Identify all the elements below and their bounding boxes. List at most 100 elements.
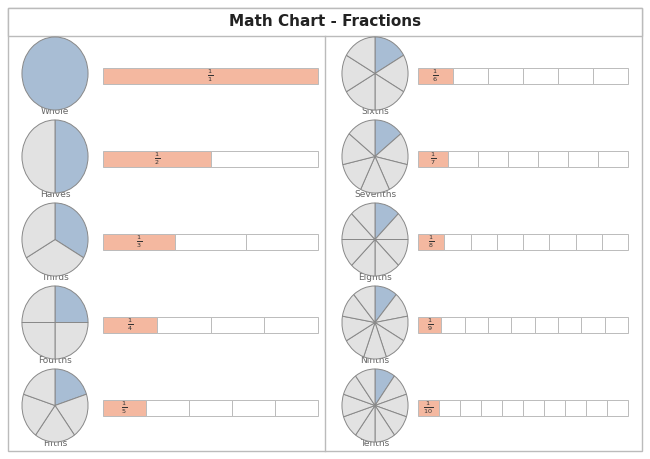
Bar [581,317,604,332]
Wedge shape [343,295,375,323]
Wedge shape [375,323,404,357]
Text: $\frac{1}{3}$: $\frac{1}{3}$ [136,233,142,250]
Wedge shape [342,240,375,265]
Wedge shape [346,323,375,357]
Bar [568,151,598,167]
Bar [232,399,275,415]
Wedge shape [342,394,375,417]
Bar [602,234,628,250]
Bar [246,234,318,250]
Bar [497,234,523,250]
Bar [523,234,549,250]
Bar [453,67,488,84]
Wedge shape [27,240,84,276]
Wedge shape [342,55,375,92]
Text: Sixths: Sixths [361,107,389,116]
Text: Math Chart - Fractions: Math Chart - Fractions [229,15,421,29]
Bar [586,399,607,415]
Wedge shape [375,394,408,417]
Wedge shape [352,203,375,240]
Bar [103,151,211,167]
Wedge shape [342,134,375,165]
Wedge shape [375,405,406,435]
Bar [157,317,211,332]
Bar [593,67,628,84]
Bar [575,234,602,250]
Text: $\frac{1}{2}$: $\frac{1}{2}$ [154,150,160,167]
Bar [189,399,232,415]
Bar [535,317,558,332]
Wedge shape [375,37,404,73]
Wedge shape [346,73,375,110]
Bar [512,317,535,332]
Text: Fifths: Fifths [43,439,67,448]
Bar [523,399,544,415]
Text: $\frac{1}{4}$: $\frac{1}{4}$ [127,316,133,333]
Bar [544,399,565,415]
Bar [418,67,453,84]
Text: Ninths: Ninths [361,356,389,365]
Wedge shape [375,120,401,157]
Wedge shape [22,203,55,258]
Wedge shape [375,295,408,323]
Text: Whole: Whole [41,107,69,116]
Wedge shape [55,394,88,435]
Wedge shape [55,369,86,405]
Wedge shape [344,376,375,405]
Text: Tenths: Tenths [360,439,389,448]
Bar [481,399,502,415]
Wedge shape [344,405,375,435]
Wedge shape [346,37,375,73]
Bar [175,234,246,250]
Wedge shape [375,157,407,190]
Wedge shape [361,157,389,193]
Bar [418,399,439,415]
Bar [488,317,512,332]
Text: $\frac{1}{8}$: $\frac{1}{8}$ [428,233,434,250]
Wedge shape [375,405,395,442]
Wedge shape [55,323,88,359]
Text: $\frac{1}{7}$: $\frac{1}{7}$ [430,150,436,167]
Wedge shape [375,369,395,405]
Wedge shape [375,376,406,405]
Wedge shape [375,240,408,265]
Bar [439,399,460,415]
Bar [538,151,568,167]
Bar [441,317,465,332]
Wedge shape [22,37,88,110]
Bar [448,151,478,167]
Text: $\frac{1}{10}$: $\frac{1}{10}$ [424,399,434,416]
Text: Sevenths: Sevenths [354,190,396,199]
Wedge shape [342,316,375,341]
Bar [508,151,538,167]
Bar [565,399,586,415]
Wedge shape [22,286,55,323]
Bar [103,234,175,250]
Wedge shape [36,405,74,442]
Wedge shape [356,369,375,405]
Wedge shape [22,323,55,359]
Wedge shape [22,394,55,435]
Bar [558,317,581,332]
Bar [103,399,146,415]
Wedge shape [343,157,375,190]
Bar [549,234,575,250]
Wedge shape [22,120,55,193]
Wedge shape [354,286,375,323]
Wedge shape [23,369,55,405]
Text: $\frac{1}{6}$: $\frac{1}{6}$ [432,67,439,84]
Bar [103,317,157,332]
Wedge shape [375,240,398,276]
Bar [465,317,488,332]
Wedge shape [352,240,375,276]
Text: Eighths: Eighths [358,273,392,282]
Bar [418,151,448,167]
Text: $\frac{1}{1}$: $\frac{1}{1}$ [207,67,213,84]
Bar [418,234,444,250]
Wedge shape [55,286,88,323]
Bar [478,151,508,167]
Bar [604,317,628,332]
Wedge shape [55,120,88,193]
Wedge shape [356,405,375,442]
Bar [275,399,318,415]
